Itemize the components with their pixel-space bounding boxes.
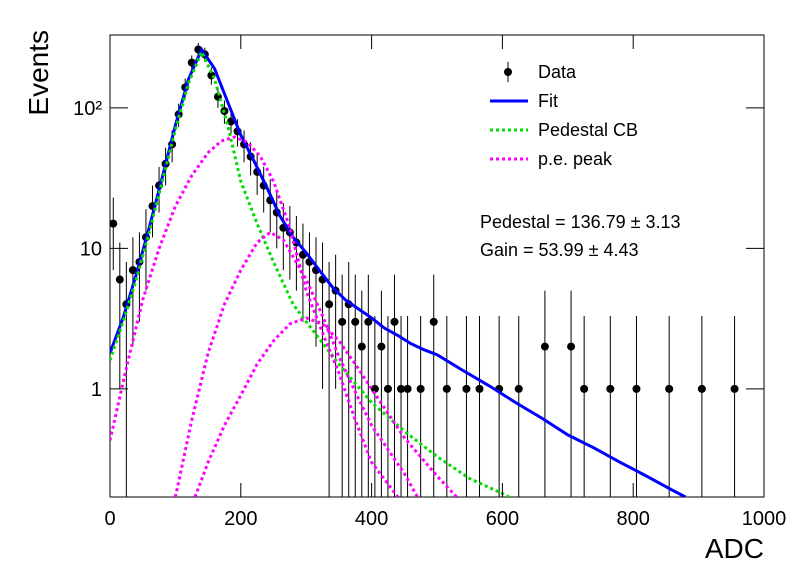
data-point [606,384,615,393]
data-point [730,384,739,393]
y-tick-label: 10² [73,98,102,120]
y-tick-label: 10 [80,238,102,260]
data-point [697,384,706,393]
data-point [403,384,412,393]
legend-label: Data [538,62,577,82]
legend-label: p.e. peak [538,149,613,169]
data-point [128,266,137,275]
x-axis-title: ADC [705,533,764,564]
data-point [416,384,425,393]
data-point [377,342,386,351]
data-point [115,275,124,284]
data-point [397,384,406,393]
legend-label: Fit [538,91,558,111]
data-point [357,342,366,351]
fit-curve [110,135,399,497]
data-point [665,384,674,393]
data-point [475,384,484,393]
x-tick-label: 1000 [742,508,787,530]
legend-marker [504,68,512,76]
data-point [370,384,379,393]
x-tick-label: 600 [486,508,519,530]
data-point [110,219,118,228]
data-point [429,317,438,326]
data-point [364,317,373,326]
data-point [226,117,235,126]
x-tick-label: 200 [224,508,257,530]
fit-curve [110,48,512,497]
x-tick-label: 800 [617,508,650,530]
annotation: Gain = 53.99 ± 4.43 [480,240,639,260]
data-point [462,384,471,393]
data-point [540,342,549,351]
fit-curve [173,230,419,497]
data-point [325,300,334,309]
data-point [632,384,641,393]
data-point [514,384,523,393]
plot-area [110,42,739,497]
y-axis-title: Events [23,30,54,116]
plot-frame [109,34,765,498]
fit-curve [110,46,687,497]
legend-label: Pedestal CB [538,120,638,140]
annotation: Pedestal = 136.79 ± 3.13 [480,212,681,232]
data-point [338,317,347,326]
data-point [567,342,576,351]
data-point [351,317,360,326]
x-tick-label: 0 [104,508,115,530]
y-tick-label: 1 [91,379,102,401]
fit-curve [193,316,458,497]
data-point [390,317,399,326]
x-tick-label: 400 [355,508,388,530]
data-point [442,384,451,393]
data-point [580,384,589,393]
data-point [383,384,392,393]
